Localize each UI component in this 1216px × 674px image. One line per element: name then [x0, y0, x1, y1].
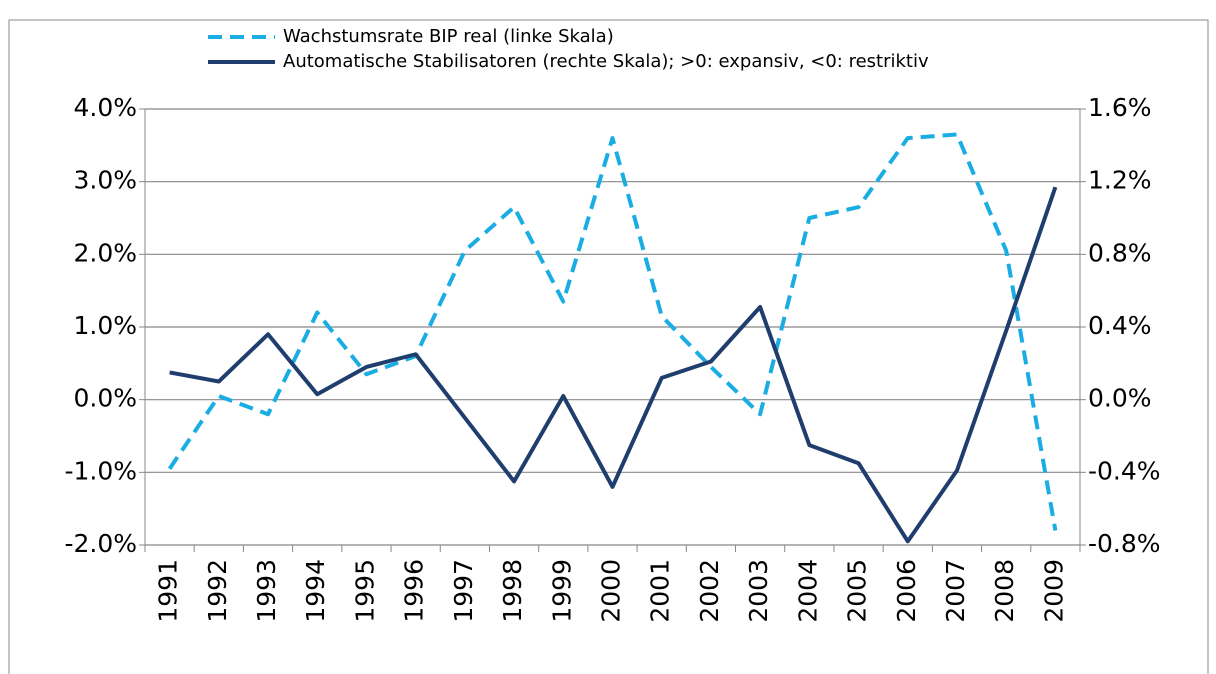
x-tick-label: 1995 [350, 559, 379, 623]
y2-tick-label: -0.4% [1088, 456, 1161, 485]
y2-tick-label: -0.8% [1088, 529, 1161, 558]
x-tick-label: 2000 [597, 559, 626, 623]
y2-tick-label: 0.4% [1088, 311, 1152, 340]
y-tick-label: 4.0% [73, 93, 137, 122]
x-tick-label: 1996 [400, 559, 429, 623]
x-tick-label: 1992 [203, 559, 232, 623]
x-tick-label: 1997 [449, 559, 478, 623]
x-tick-label: 2007 [941, 559, 970, 623]
x-tick-label: 1994 [301, 559, 330, 623]
legend-label: Wachstumsrate BIP real (linke Skala) [283, 26, 614, 47]
legend-label: Automatische Stabilisatoren (rechte Skal… [283, 51, 929, 72]
x-tick-label: 1999 [547, 559, 576, 623]
x-tick-label: 2005 [843, 559, 872, 623]
series-line [169, 186, 1058, 544]
x-tick-label: 2004 [793, 559, 822, 623]
y-tick-label: -1.0% [64, 456, 137, 485]
y2-tick-label: 1.6% [1088, 93, 1152, 122]
y-tick-label: 1.0% [73, 311, 137, 340]
x-tick-label: 2003 [744, 559, 773, 623]
x-tick-label: 1998 [498, 559, 527, 623]
chart-frame [8, 19, 1209, 674]
x-tick-label: 1991 [154, 559, 183, 623]
y-tick-label: 2.0% [73, 238, 137, 267]
y-tick-label: 3.0% [73, 166, 137, 195]
y2-tick-label: 0.0% [1088, 384, 1152, 413]
series-line [167, 132, 1058, 531]
y-tick-label: 0.0% [73, 384, 137, 413]
y2-tick-label: 0.8% [1088, 238, 1152, 267]
y2-tick-label: 1.2% [1088, 166, 1152, 195]
y-tick-label: -2.0% [64, 529, 137, 558]
x-tick-label: 2002 [695, 559, 724, 623]
x-tick-label: 2008 [990, 559, 1019, 623]
x-tick-label: 2001 [646, 559, 675, 623]
x-tick-label: 2006 [892, 559, 921, 623]
x-tick-label: 1993 [252, 559, 281, 623]
x-tick-label: 2009 [1039, 559, 1068, 623]
